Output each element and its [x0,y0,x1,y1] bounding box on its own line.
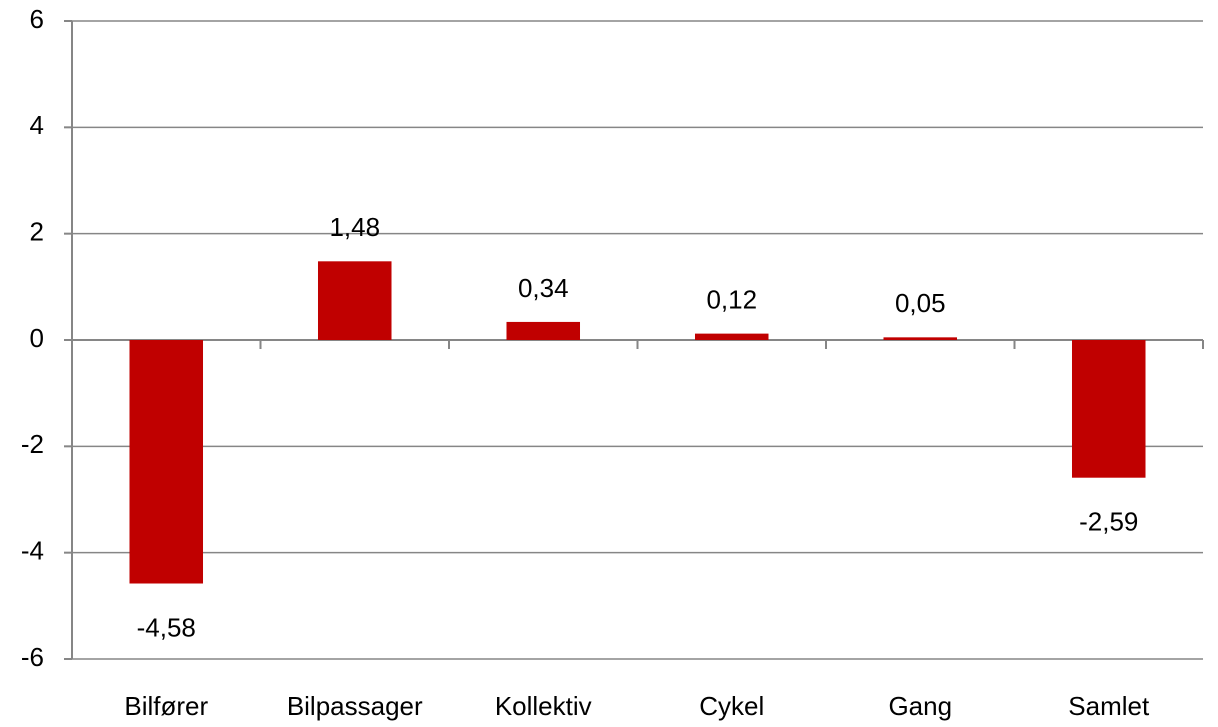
bar [506,321,581,340]
y-tick-label: 2 [30,217,44,247]
data-label: 0,34 [518,273,569,303]
data-label: -4,58 [137,612,196,642]
data-label: 0,12 [706,284,757,314]
bar [1071,340,1146,478]
y-tick-label: -4 [21,536,44,566]
data-label: -2,59 [1079,507,1138,537]
y-tick-label: 0 [30,323,44,353]
x-tick-label: Bilfører [124,691,208,721]
bar [317,261,392,340]
x-tick-label: Samlet [1068,691,1150,721]
bar [694,333,769,340]
bar [129,340,204,584]
y-tick-label: -2 [21,429,44,459]
x-tick-label: Kollektiv [495,691,592,721]
y-tick-label: 6 [30,4,44,34]
x-tick-label: Bilpassager [287,691,423,721]
data-label: 1,48 [329,212,380,242]
y-tick-label: -6 [21,642,44,672]
bar [883,337,958,340]
data-label: 0,05 [895,288,946,318]
x-tick-label: Cykel [699,691,764,721]
y-tick-label: 4 [30,110,44,140]
x-tick-label: Gang [888,691,952,721]
